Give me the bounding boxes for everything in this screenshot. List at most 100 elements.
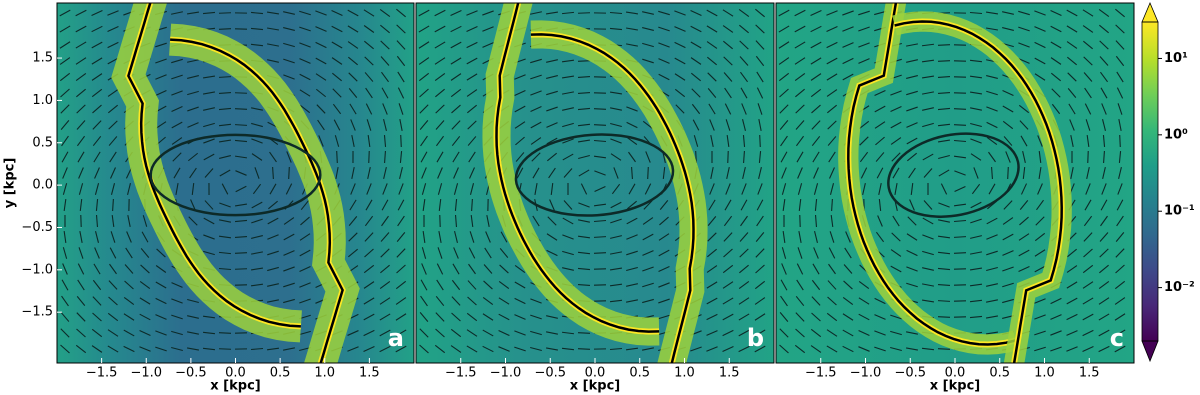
flow-arrow: [625, 347, 639, 351]
flow-arrow: [674, 73, 686, 81]
flow-arrow: [986, 217, 998, 225]
flow-arrow: [251, 138, 263, 144]
flow-arrow: [204, 168, 214, 178]
flow-arrow: [108, 280, 118, 290]
flow-arrow: [419, 88, 429, 98]
flow-arrow: [364, 232, 374, 242]
flow-arrow: [593, 236, 607, 238]
flow-arrow: [969, 91, 983, 95]
flow-arrow: [937, 284, 951, 286]
flow-arrow: [561, 11, 575, 15]
flow-arrow: [1100, 87, 1108, 99]
flow-arrow: [266, 347, 280, 351]
flow-arrow: [437, 183, 443, 195]
flow-arrow: [123, 296, 135, 306]
flow-arrow: [1116, 215, 1124, 227]
flow-arrow: [469, 167, 475, 179]
flow-arrow: [283, 27, 295, 31]
flow-arrow: [874, 314, 886, 320]
colorbar: [1142, 22, 1158, 341]
flow-arrow: [93, 151, 101, 163]
flow-arrow: [922, 250, 934, 256]
flow-arrow: [299, 298, 311, 304]
flow-arrow: [365, 87, 373, 99]
flow-arrow: [266, 27, 280, 31]
flow-arrow: [810, 328, 822, 338]
flow-arrow: [609, 11, 623, 15]
flow-arrow: [577, 267, 591, 271]
flow-arrow: [798, 198, 802, 212]
flow-arrow: [953, 203, 967, 207]
flow-arrow: [906, 233, 918, 241]
flow-arrow: [351, 135, 355, 147]
flow-arrow: [562, 267, 574, 271]
flow-arrow: [140, 264, 150, 274]
flow-arrow: [658, 233, 670, 241]
flow-arrow: [953, 124, 967, 126]
flow-arrow: [78, 167, 84, 179]
flow-arrow: [563, 168, 573, 178]
flow-arrow: [842, 26, 854, 32]
flow-arrow: [91, 345, 103, 353]
flow-arrow: [611, 183, 621, 195]
flow-arrow: [986, 74, 998, 80]
flow-arrow: [706, 41, 718, 49]
flow-arrow: [986, 266, 998, 272]
flow-arrow: [642, 42, 654, 48]
flow-arrow: [234, 203, 248, 207]
flow-arrow: [1038, 166, 1042, 180]
flow-arrow: [187, 106, 199, 112]
flow-arrow: [628, 183, 636, 195]
flow-arrow: [202, 331, 216, 335]
flow-arrow: [379, 345, 391, 353]
flow-arrow: [906, 106, 918, 112]
flow-arrow: [171, 346, 183, 352]
flow-arrow: [970, 201, 982, 209]
flow-arrow: [397, 215, 405, 227]
flow-arrow: [577, 332, 591, 334]
flow-arrow: [938, 154, 950, 160]
flow-arrow: [60, 312, 70, 322]
flow-arrow: [451, 312, 461, 322]
flow-arrow: [1115, 8, 1125, 18]
flow-arrow: [1117, 183, 1123, 195]
flow-arrow: [434, 344, 446, 354]
flow-arrow: [219, 169, 231, 177]
flow-arrow: [285, 183, 293, 195]
flow-arrow: [875, 152, 885, 162]
flow-arrow: [692, 119, 700, 131]
flow-arrow: [60, 120, 70, 130]
flow-arrow: [674, 26, 686, 32]
flow-arrow: [530, 58, 542, 64]
flow-arrow: [95, 198, 99, 212]
flow-arrow: [383, 134, 387, 148]
flow-arrow: [498, 346, 510, 352]
flow-arrow: [1083, 56, 1093, 66]
flow-arrow: [910, 182, 914, 196]
flow-arrow: [1020, 135, 1028, 147]
flow-arrow: [61, 135, 69, 147]
flow-arrow: [398, 183, 404, 195]
flow-arrow: [435, 120, 445, 130]
flow-arrow: [940, 183, 948, 195]
flow-arrow: [754, 313, 766, 321]
flow-arrow: [844, 247, 852, 259]
flow-arrow: [125, 247, 133, 259]
flow-arrow: [631, 166, 633, 180]
flow-arrow: [107, 57, 119, 65]
flow-arrow: [172, 152, 182, 162]
flow-arrow: [726, 167, 730, 179]
flow-arrow: [739, 56, 749, 66]
flow-arrow: [155, 42, 167, 48]
flow-arrow: [1034, 73, 1046, 81]
flow-arrow: [577, 235, 591, 239]
flow-arrow: [336, 150, 338, 164]
flow-arrow: [1034, 41, 1046, 49]
flow-arrow: [234, 219, 248, 223]
flow-arrow: [859, 136, 869, 146]
flow-arrow: [754, 345, 766, 353]
flow-arrow: [642, 58, 654, 64]
flow-arrow: [1084, 199, 1092, 211]
flow-arrow: [593, 139, 607, 143]
flow-arrow: [186, 11, 200, 15]
